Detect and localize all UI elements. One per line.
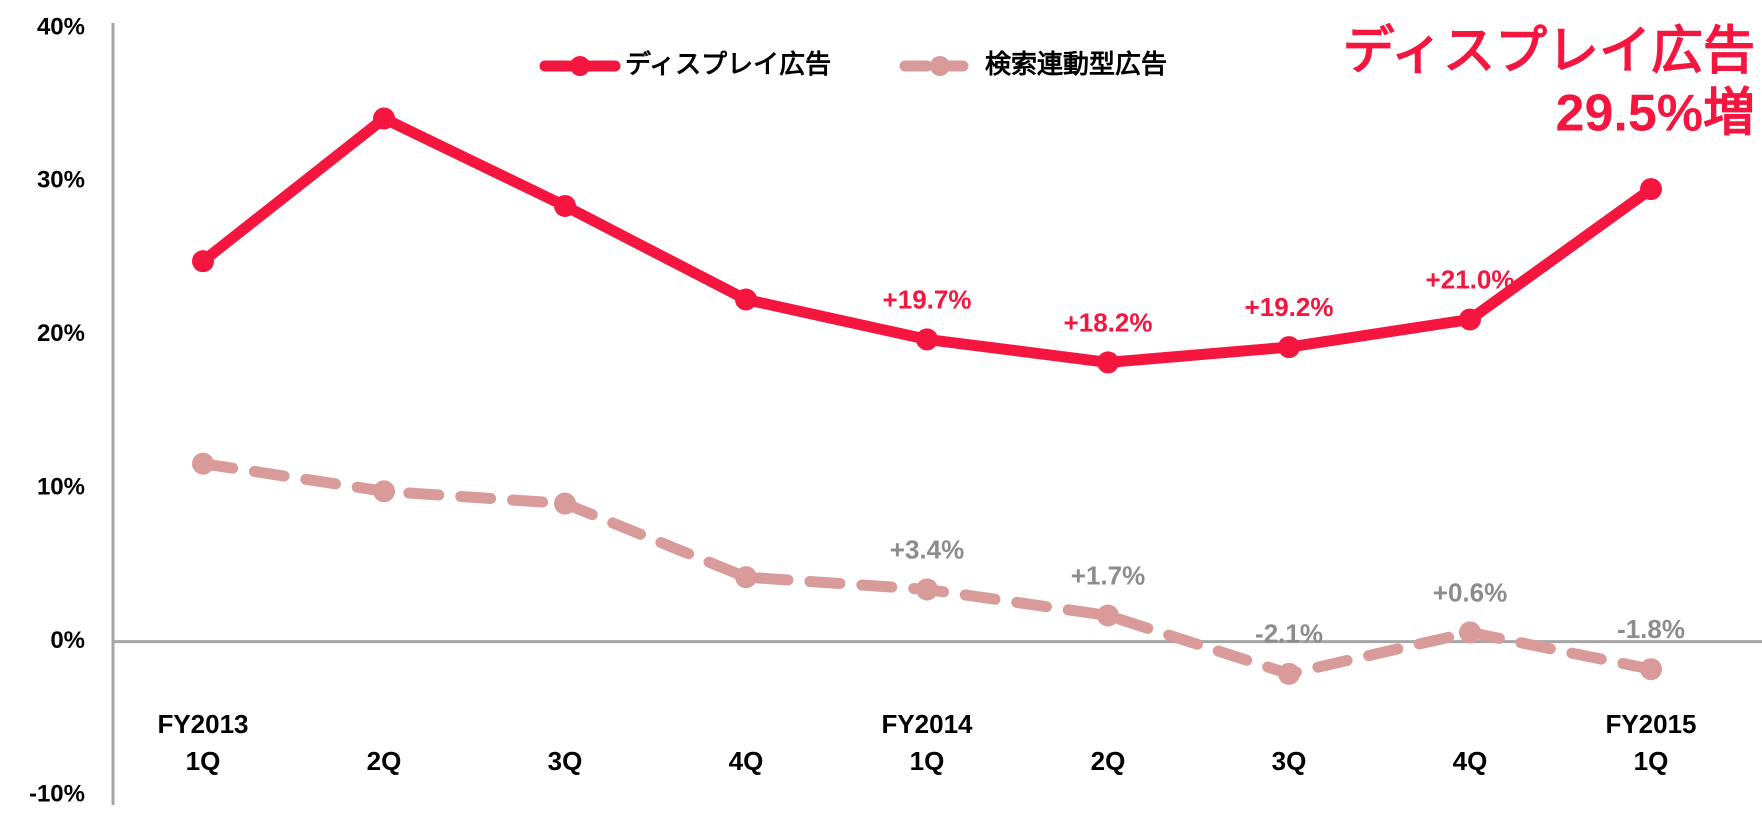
marker bbox=[373, 480, 395, 503]
annotation: 29.5%増 bbox=[1556, 85, 1755, 143]
annotation: ディスプレイ広告 bbox=[1343, 23, 1755, 81]
x-tick-label: 2Q bbox=[367, 746, 402, 776]
x-tick-label: 1Q bbox=[1634, 746, 1669, 776]
x-tick-label: 1Q bbox=[186, 746, 221, 776]
series-line bbox=[197, 113, 1657, 368]
marker bbox=[1097, 351, 1119, 374]
value-label: -2.1% bbox=[1255, 619, 1323, 649]
marker bbox=[1278, 662, 1300, 685]
legend-marker bbox=[930, 56, 950, 76]
x-tick-label: 4Q bbox=[729, 746, 764, 776]
y-tick-label: 30% bbox=[37, 167, 85, 194]
marker bbox=[192, 452, 214, 475]
marker bbox=[735, 566, 757, 589]
marker bbox=[192, 250, 214, 273]
marker bbox=[916, 578, 938, 601]
value-label: +19.2% bbox=[1245, 292, 1334, 322]
y-tick-label: 20% bbox=[37, 320, 85, 347]
marker bbox=[1459, 308, 1481, 331]
marker bbox=[1640, 658, 1662, 681]
value-label: +0.6% bbox=[1433, 577, 1507, 607]
x-tick-label: FY2015 bbox=[1605, 709, 1696, 739]
x-tick-label: FY2013 bbox=[157, 709, 248, 739]
marker bbox=[554, 194, 576, 217]
marker bbox=[1278, 336, 1300, 359]
marker bbox=[1097, 604, 1119, 627]
x-tick-label: 3Q bbox=[1272, 746, 1307, 776]
legend-label: 検索連動型広告 bbox=[985, 49, 1167, 79]
marker bbox=[735, 288, 757, 311]
x-tick-label: 3Q bbox=[548, 746, 583, 776]
value-label: +1.7% bbox=[1071, 560, 1145, 590]
y-tick-label: 40% bbox=[37, 13, 85, 40]
value-label: +18.2% bbox=[1064, 307, 1153, 337]
x-tick-label: FY2014 bbox=[881, 709, 973, 739]
marker bbox=[1459, 621, 1481, 644]
marker bbox=[373, 107, 395, 130]
value-label: +3.4% bbox=[890, 534, 964, 564]
y-tick-label: 0% bbox=[50, 627, 85, 654]
marker bbox=[554, 492, 576, 515]
marker bbox=[916, 328, 938, 351]
value-label: -1.8% bbox=[1617, 614, 1685, 644]
legend-label: ディスプレイ広告 bbox=[625, 49, 831, 79]
x-tick-label: 4Q bbox=[1453, 746, 1488, 776]
value-label: +19.7% bbox=[883, 284, 972, 314]
legend-marker bbox=[570, 56, 590, 76]
y-tick-label: 10% bbox=[37, 474, 85, 501]
marker bbox=[1640, 178, 1662, 201]
value-label: +21.0% bbox=[1426, 264, 1515, 294]
y-tick-label: -10% bbox=[29, 780, 85, 807]
x-tick-label: 2Q bbox=[1091, 746, 1126, 776]
x-tick-label: 1Q bbox=[910, 746, 945, 776]
